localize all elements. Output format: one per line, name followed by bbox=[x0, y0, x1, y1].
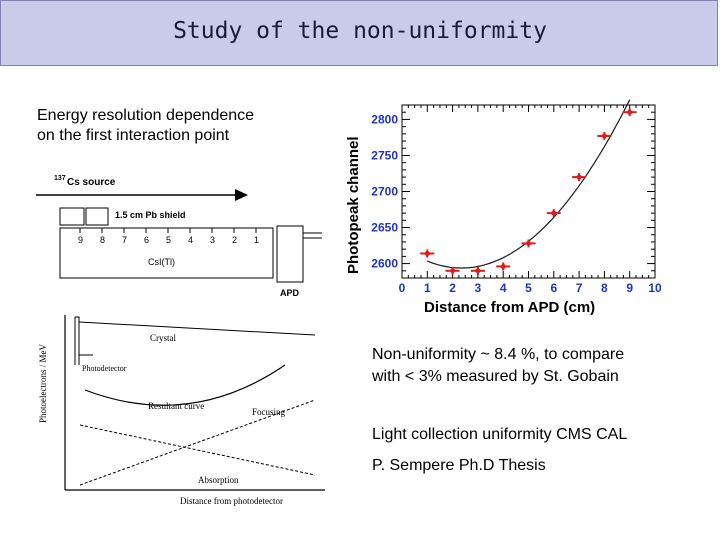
position-label: 3 bbox=[210, 235, 215, 245]
curves-crystal-label: Crystal bbox=[150, 333, 176, 343]
y-tick-label: 2700 bbox=[371, 185, 398, 199]
y-tick-label: 2800 bbox=[371, 112, 398, 126]
position-label: 4 bbox=[188, 235, 193, 245]
crystal-label: CsI(Tl) bbox=[148, 257, 175, 267]
y-tick-label: 2600 bbox=[371, 257, 398, 271]
y-tick-label: 2750 bbox=[371, 148, 398, 162]
x-tick-label: 5 bbox=[525, 281, 532, 295]
note-nonuniformity-1: Non-uniformity ~ 8.4 %, to compare bbox=[372, 346, 625, 363]
position-label: 7 bbox=[122, 235, 127, 245]
resultant-curve bbox=[84, 364, 286, 406]
position-label: 9 bbox=[78, 235, 83, 245]
focusing-line bbox=[79, 424, 316, 476]
position-label: 2 bbox=[232, 235, 237, 245]
photopeak-chart: 0 1 2 3 4 5 6 7 8 9 10 2600 2650 2700 2750 2800 Photope… bbox=[345, 99, 662, 316]
energy-text-line-2: on the first interaction point bbox=[37, 127, 230, 144]
pb-shield-left bbox=[59, 207, 85, 226]
data-point bbox=[496, 262, 511, 271]
source-label: Cs source bbox=[67, 177, 116, 188]
crystal-line bbox=[78, 321, 316, 336]
x-tick-label: 2 bbox=[449, 281, 456, 295]
curves-resultant-label: Resultant curve bbox=[148, 401, 204, 411]
data-point bbox=[445, 266, 460, 275]
y-tick-label: 2650 bbox=[371, 221, 398, 235]
data-point bbox=[420, 249, 435, 258]
position-label: 8 bbox=[100, 235, 105, 245]
x-tick-label: 6 bbox=[550, 281, 557, 295]
absorption-line bbox=[79, 399, 316, 486]
setup-diagram: 137 Cs source 1.5 cm Pb shield 9 8 7 6 5 4 3 2 1… bbox=[36, 175, 322, 298]
curves-xlabel: Distance from photodetector bbox=[180, 496, 283, 506]
data-point bbox=[546, 209, 561, 218]
source-isotope: 137 bbox=[54, 175, 66, 182]
x-tick-label: 1 bbox=[424, 281, 431, 295]
data-point bbox=[572, 173, 587, 182]
position-label: 1 bbox=[254, 235, 259, 245]
x-tick-label: 4 bbox=[500, 281, 507, 295]
light-collection-diagram: Photoelectrons / MeV Distance from photo… bbox=[38, 315, 325, 506]
data-point bbox=[622, 108, 637, 117]
x-tick-label: 8 bbox=[601, 281, 608, 295]
note-thesis: P. Sempere Ph.D Thesis bbox=[372, 457, 546, 474]
note-nonuniformity-2: with < 3% measured by St. Gobain bbox=[372, 368, 619, 385]
x-tick-label: 10 bbox=[648, 281, 662, 295]
energy-text-line-1: Energy resolution dependence bbox=[37, 107, 255, 124]
x-tick-label: 3 bbox=[475, 281, 482, 295]
apd-label: APD bbox=[280, 288, 300, 298]
chart-ylabel: Photopeak channel bbox=[345, 136, 362, 274]
position-label: 6 bbox=[144, 235, 149, 245]
x-tick-label: 9 bbox=[626, 281, 633, 295]
chart-xlabel: Distance from APD (cm) bbox=[424, 299, 595, 316]
x-tick-label: 0 bbox=[399, 281, 406, 295]
x-tick-label: 7 bbox=[576, 281, 583, 295]
note-cms-cal: Light collection uniformity CMS CAL bbox=[372, 426, 628, 443]
data-point bbox=[521, 239, 536, 248]
position-label: 5 bbox=[166, 235, 171, 245]
photodetector-shape bbox=[74, 316, 80, 365]
curves-photodetector-label: Photodetector bbox=[82, 364, 127, 373]
beam-arrow-head bbox=[235, 189, 248, 201]
data-point bbox=[470, 266, 485, 275]
pb-shield-right bbox=[85, 207, 109, 226]
chart-frame bbox=[401, 104, 656, 279]
apd-box bbox=[276, 225, 304, 283]
curves-focusing-label: Focusing bbox=[252, 407, 286, 417]
slide-title: Study of the non-uniformity bbox=[173, 18, 547, 44]
data-point bbox=[597, 131, 612, 140]
title-bar bbox=[0, 0, 718, 66]
curves-absorption-label: Absorption bbox=[198, 475, 239, 485]
crystal-box bbox=[59, 227, 274, 279]
curves-ylabel: Photoelectrons / MeV bbox=[38, 344, 48, 423]
shield-label: 1.5 cm Pb shield bbox=[115, 210, 186, 220]
